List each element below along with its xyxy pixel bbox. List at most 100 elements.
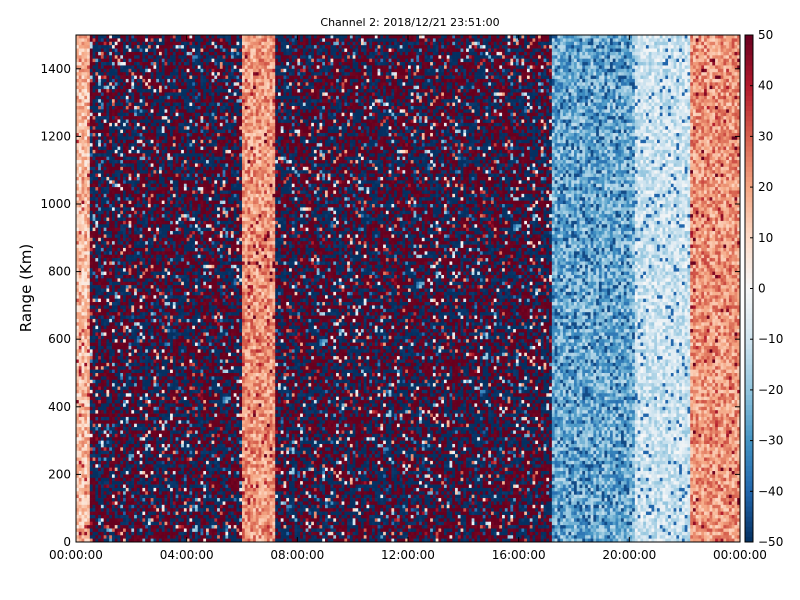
heatmap-cell [136,82,140,87]
heatmap-cell [128,102,132,107]
heatmap-cell [106,62,110,66]
heatmap-cell [92,35,96,39]
heatmap-cell [92,116,96,120]
heatmap-cell [95,538,99,543]
heatmap-cell [153,204,157,208]
heatmap-cell [139,200,143,205]
heatmap-cell [89,285,93,289]
heatmap-cell [136,359,140,364]
heatmap-cell [100,491,105,496]
heatmap-cell [87,35,91,39]
heatmap-cell [142,511,146,516]
heatmap-cell [100,447,105,452]
heatmap-cell [100,379,105,384]
heatmap-cell [78,173,82,178]
heatmap-cell [111,501,116,506]
heatmap-cell [136,285,140,289]
heatmap-cell [95,187,99,191]
heatmap-cell [95,345,99,350]
heatmap-cell [120,403,124,408]
heatmap-cell [156,156,160,161]
heatmap-cell [134,433,138,438]
heatmap-cell [114,396,118,401]
heatmap-cell [109,247,113,252]
heatmap-cell [156,318,160,323]
heatmap-cell [147,308,152,313]
heatmap-cell [164,166,168,171]
heatmap-cell [123,237,127,242]
heatmap-cell [78,234,82,239]
heatmap-cell [156,214,160,218]
heatmap-cell [134,369,138,374]
heatmap-cell [109,45,113,49]
heatmap-cell [78,278,82,283]
heatmap-cell [89,89,93,93]
heatmap-cell [125,217,129,222]
heatmap-cell [98,325,102,330]
heatmap-cell [98,538,102,543]
heatmap-cell [106,112,110,117]
heatmap-cell [120,41,124,46]
heatmap-cell [159,173,163,178]
heatmap-cell [87,298,91,303]
heatmap-cell [95,166,99,171]
heatmap-cell [156,237,160,242]
heatmap-cell [134,65,138,70]
heatmap-cell [87,511,91,516]
heatmap-cell [128,335,132,340]
heatmap-cell [159,362,163,367]
heatmap-cell [136,41,140,46]
heatmap-cell [114,356,118,360]
heatmap-cell [81,501,85,506]
heatmap-cell [87,281,91,286]
heatmap-cell [128,325,132,330]
heatmap-cell [161,420,165,425]
heatmap-cell [81,366,85,370]
heatmap-cell [150,58,154,63]
heatmap-cell [117,352,121,357]
heatmap-cell [159,329,163,333]
heatmap-cell [128,420,132,425]
heatmap-cell [147,359,152,364]
heatmap-cell [98,136,102,141]
heatmap-cell [153,420,157,425]
heatmap-cell [89,170,93,174]
heatmap-cell [111,133,116,137]
heatmap-cell [164,261,168,266]
heatmap-cell [78,166,82,171]
heatmap-cell [161,190,165,195]
heatmap-cell [123,498,127,502]
heatmap-cell [117,95,121,100]
heatmap-cell [145,38,149,43]
heatmap-cell [125,349,129,354]
heatmap-cell [106,315,110,320]
heatmap-cell [164,376,168,381]
heatmap-cell [89,210,93,215]
heatmap-cell [134,254,138,259]
heatmap-cell [156,352,160,357]
heatmap-cell [156,220,160,225]
heatmap-cell [125,467,129,472]
heatmap-cell [161,477,165,482]
heatmap-cell [95,518,99,523]
heatmap-cell [134,531,138,536]
heatmap-cell [159,190,163,195]
heatmap-cell [117,82,121,87]
heatmap-cell [92,335,96,340]
heatmap-cell [106,95,110,100]
heatmap-cell [95,251,99,256]
heatmap-cell [161,149,165,154]
heatmap-cell [109,254,113,259]
heatmap-cell [92,241,96,245]
heatmap-cell [153,237,157,242]
heatmap-cell [128,281,132,286]
heatmap-cell [164,477,168,482]
heatmap-cell [161,423,165,428]
heatmap-cell [156,41,160,46]
heatmap-cell [139,217,143,222]
heatmap-cell [81,504,85,509]
heatmap-cell [100,220,105,225]
heatmap-cell [89,531,93,536]
heatmap-cell [117,143,121,147]
heatmap-cell [123,471,127,475]
